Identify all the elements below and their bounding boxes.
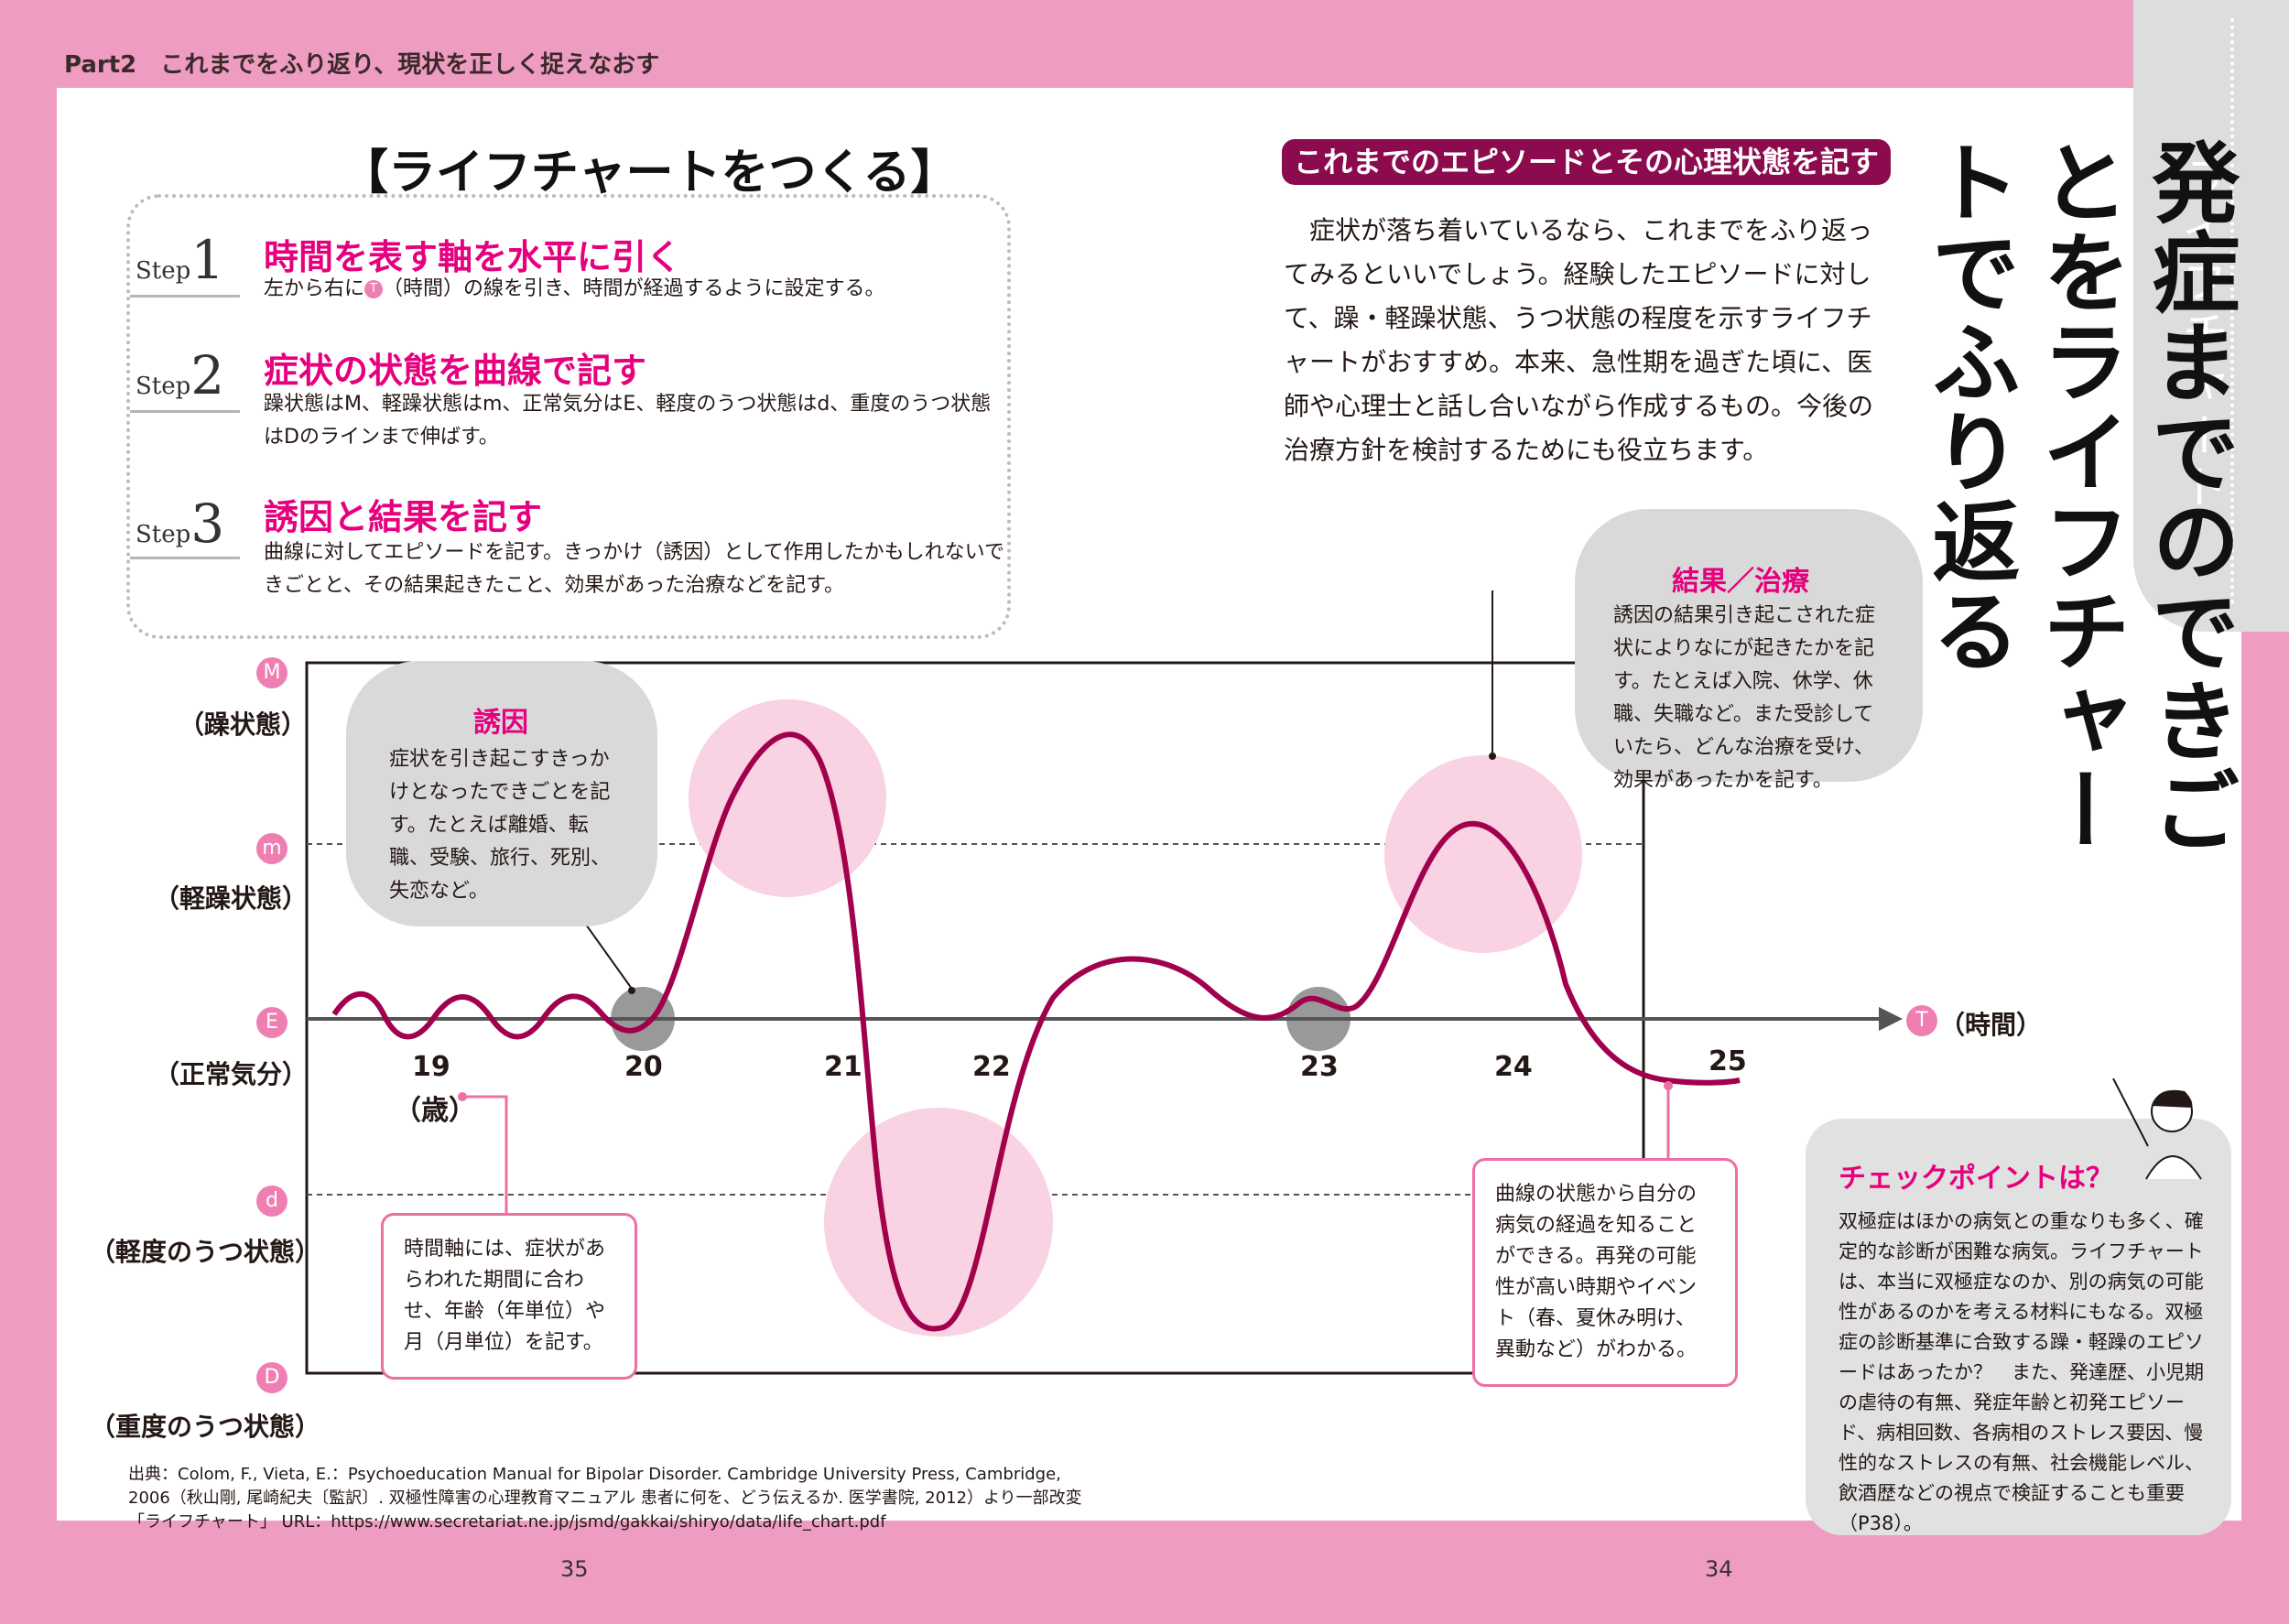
episode-band: これまでのエピソードとその心理状態を記す	[1282, 139, 1891, 185]
x-tick-22: 22	[972, 1051, 1011, 1083]
x-tick-24: 24	[1494, 1051, 1533, 1083]
level-e-circle: E	[256, 1007, 287, 1038]
step-2-body: 躁状態はM、軽躁状態はm、正常気分はE、軽度のうつ状態はd、重度のうつ状態はDの…	[264, 393, 992, 449]
level-mania-label: （躁状態）	[179, 709, 308, 740]
checkpoint-body: 双極症はほかの病気との重なりも多く、確定的な診断が困難な病気。ライフチャートは、…	[1839, 1210, 2204, 1534]
level-d-lower-circle: d	[256, 1186, 287, 1217]
steps-box	[126, 194, 1011, 639]
trigger-cloud-body: 症状を引き起こすきっかけとなったできごとを記す。たとえば離婚、転職、受験、旅行、…	[389, 748, 612, 903]
x-tick-21: 21	[824, 1051, 862, 1083]
step-1-line	[130, 295, 240, 298]
step-3-label: Step3	[136, 493, 225, 555]
result-leader-dot	[1489, 752, 1496, 760]
side-tab-text: ライフチャート	[2175, 156, 2228, 514]
time-note-leader	[462, 1095, 508, 1213]
time-axis-arrow	[1879, 1007, 1903, 1031]
level-mild-depression-label: （軽度のうつ状態）	[90, 1237, 321, 1267]
t-circle-icon: T	[364, 280, 384, 298]
result-cloud-body: 誘因の結果引き起こされた症状によりなにが起きたかを記す。たとえば入院、休学、休職…	[1613, 604, 1876, 792]
level-d-upper-circle: D	[256, 1362, 287, 1393]
episode-text: 症状が落ち着いているなら、これまでをふり返ってみるといいでしょう。経験したエピソ…	[1284, 215, 1874, 465]
result-cloud	[1575, 509, 1923, 782]
step-2-title: 症状の状態を曲線で記す	[264, 351, 647, 391]
highlight-circle-22	[824, 1108, 1053, 1337]
x-tick-25: 25	[1709, 1045, 1747, 1077]
side-tab-dots	[2230, 18, 2234, 604]
trigger-cloud	[346, 661, 657, 926]
level-hypomania-label: （軽躁状態）	[154, 883, 309, 914]
level-severe-depression-label: （重度のうつ状態）	[90, 1412, 321, 1442]
step-2-label: Step2	[136, 344, 225, 406]
step-3-line	[130, 557, 240, 559]
teacher-illustration	[2112, 1078, 2202, 1180]
step-3-body: 曲線に対してエピソードを記す。きっかけ（誘因）として作用したかもしれないできごと…	[264, 541, 1004, 597]
result-cloud-title: 結果／治療	[1672, 566, 1809, 598]
curve-note: 曲線の状態から自分の病気の経過を知ることができる。再発の可能性が高い時期やイベン…	[1472, 1158, 1738, 1387]
x-unit: （歳）	[394, 1095, 476, 1127]
checkpoint-title: チェックポイントは？	[1839, 1163, 2113, 1195]
page-title: 発症までのできごとをライフチャートでふり返る	[1917, 137, 2240, 855]
checkpoint-box	[1806, 1119, 2231, 1535]
step-3-title: 誘因と結果を記す	[264, 497, 543, 537]
step-1-label: Step1	[136, 229, 225, 291]
trigger-cloud-title: 誘因	[473, 707, 528, 739]
source-citation: 出典：Colom, F., Vieta, E.：Psychoeducation …	[128, 1465, 1082, 1532]
page-number-left: 35	[560, 1556, 589, 1582]
level-m-upper-circle: M	[256, 657, 287, 688]
x-tick-23: 23	[1300, 1051, 1339, 1083]
time-note-dot	[458, 1092, 467, 1101]
step-1-body: 左から右に T （時間）の線を引き、時間が経過するように設定する。	[264, 277, 885, 300]
trigger-leader-dot	[628, 987, 635, 994]
step-2-line	[130, 410, 240, 413]
steps-heading: 【ライフチャートをつくる】	[341, 146, 959, 200]
x-tick-19: 19	[412, 1051, 450, 1083]
trigger-leader	[585, 924, 633, 990]
time-circle: T	[1906, 1005, 1937, 1036]
curve-note-dot	[1664, 1081, 1673, 1090]
highlight-circle-21	[689, 699, 886, 897]
level-m-lower-circle: m	[256, 833, 287, 864]
highlight-circle-24	[1384, 755, 1582, 953]
side-tab-label-bg	[2141, 0, 2289, 632]
step-1-title: 時間を表す軸を水平に引く	[264, 237, 682, 277]
mood-curve	[331, 731, 1741, 1332]
time-axis-note: 時間軸には、症状があらわれた期間に合わせ、年齢（年単位）や月（月単位）を記す。	[381, 1213, 637, 1380]
x-tick-20: 20	[624, 1051, 663, 1083]
running-header: Part2 これまでをふり返り、現状を正しく捉えなおす	[64, 51, 660, 79]
time-label: （時間）	[1939, 1010, 2043, 1040]
level-euthymia-label: （正常気分）	[154, 1059, 309, 1089]
page-number-right: 34	[1705, 1556, 1733, 1582]
